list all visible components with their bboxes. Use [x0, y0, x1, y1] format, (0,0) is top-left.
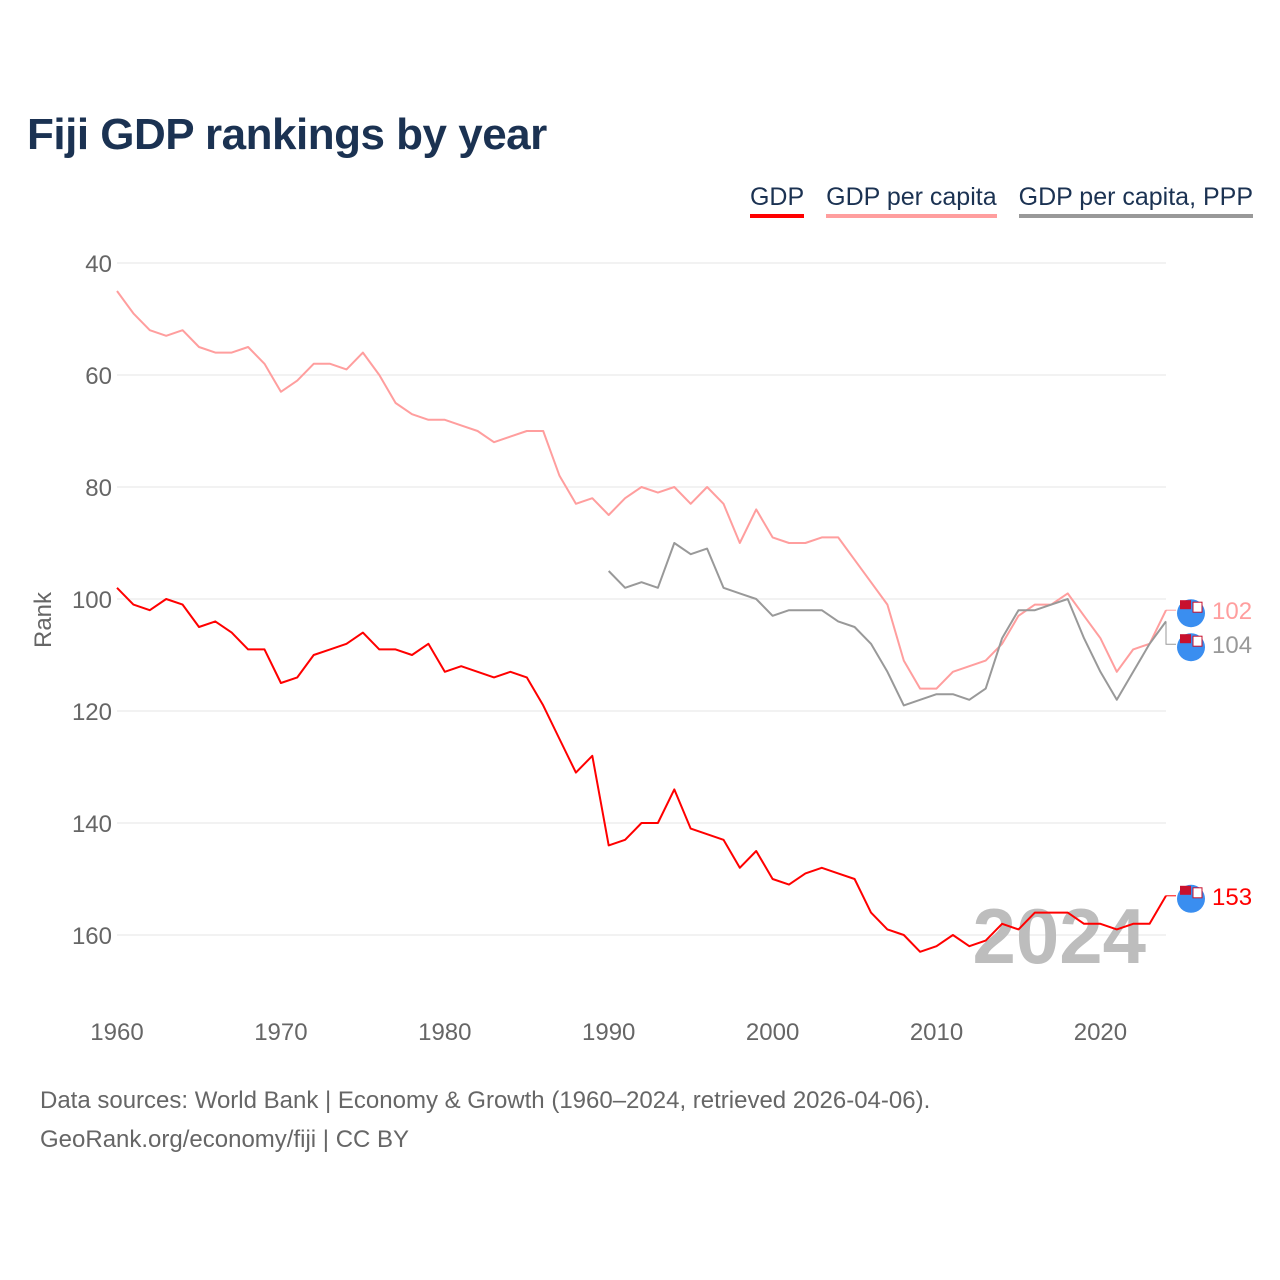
- y-tick-label: 100: [72, 587, 112, 614]
- legend-item-gdp-per-capita[interactable]: GDP per capita: [826, 183, 997, 218]
- y-axis-label: Rank: [30, 591, 57, 648]
- x-tick-label: 1970: [254, 1019, 307, 1046]
- legend: GDP GDP per capita GDP per capita, PPP: [749, 183, 1253, 218]
- series-line-gdp-per-capita: [116, 290, 1167, 690]
- y-tick-label: 80: [85, 475, 112, 502]
- x-tick-label: 2000: [746, 1019, 799, 1046]
- series-line-gdp-per-capita-ppp: [607, 542, 1167, 707]
- series-line-gdp: [116, 587, 1167, 953]
- end-value-label: 102: [1212, 598, 1252, 625]
- footer-link[interactable]: GeoRank.org/economy/fiji | CC BY: [40, 1126, 410, 1153]
- end-value-label: 104: [1212, 632, 1252, 659]
- x-tick-label: 2010: [910, 1019, 963, 1046]
- x-tick-label: 1990: [582, 1019, 635, 1046]
- legend-item-gdp[interactable]: GDP: [749, 183, 805, 218]
- x-tick-label: 2020: [1074, 1019, 1127, 1046]
- y-tick-label: 160: [72, 923, 112, 950]
- flag-union-jack: [1180, 634, 1191, 644]
- y-tick-label: 40: [85, 251, 112, 278]
- year-watermark: 2024: [972, 892, 1146, 980]
- end-connector: [1165, 621, 1176, 645]
- y-tick-label: 120: [72, 699, 112, 726]
- flag-union-jack: [1180, 600, 1191, 610]
- chart-title: Fiji GDP rankings by year: [27, 110, 547, 159]
- flag-shield: [1192, 887, 1203, 899]
- flag-union-jack: [1180, 885, 1191, 895]
- legend-item-gdp-per-capita-ppp[interactable]: GDP per capita, PPP: [1018, 183, 1253, 218]
- x-tick-label: 1960: [90, 1019, 143, 1046]
- flag-shield: [1192, 601, 1203, 613]
- x-tick-label: 1980: [418, 1019, 471, 1046]
- footer-sources: Data sources: World Bank | Economy & Gro…: [40, 1087, 931, 1114]
- flag-shield: [1192, 635, 1203, 647]
- y-tick-label: 60: [85, 363, 112, 390]
- y-tick-label: 140: [72, 811, 112, 838]
- end-value-label: 153: [1212, 884, 1252, 911]
